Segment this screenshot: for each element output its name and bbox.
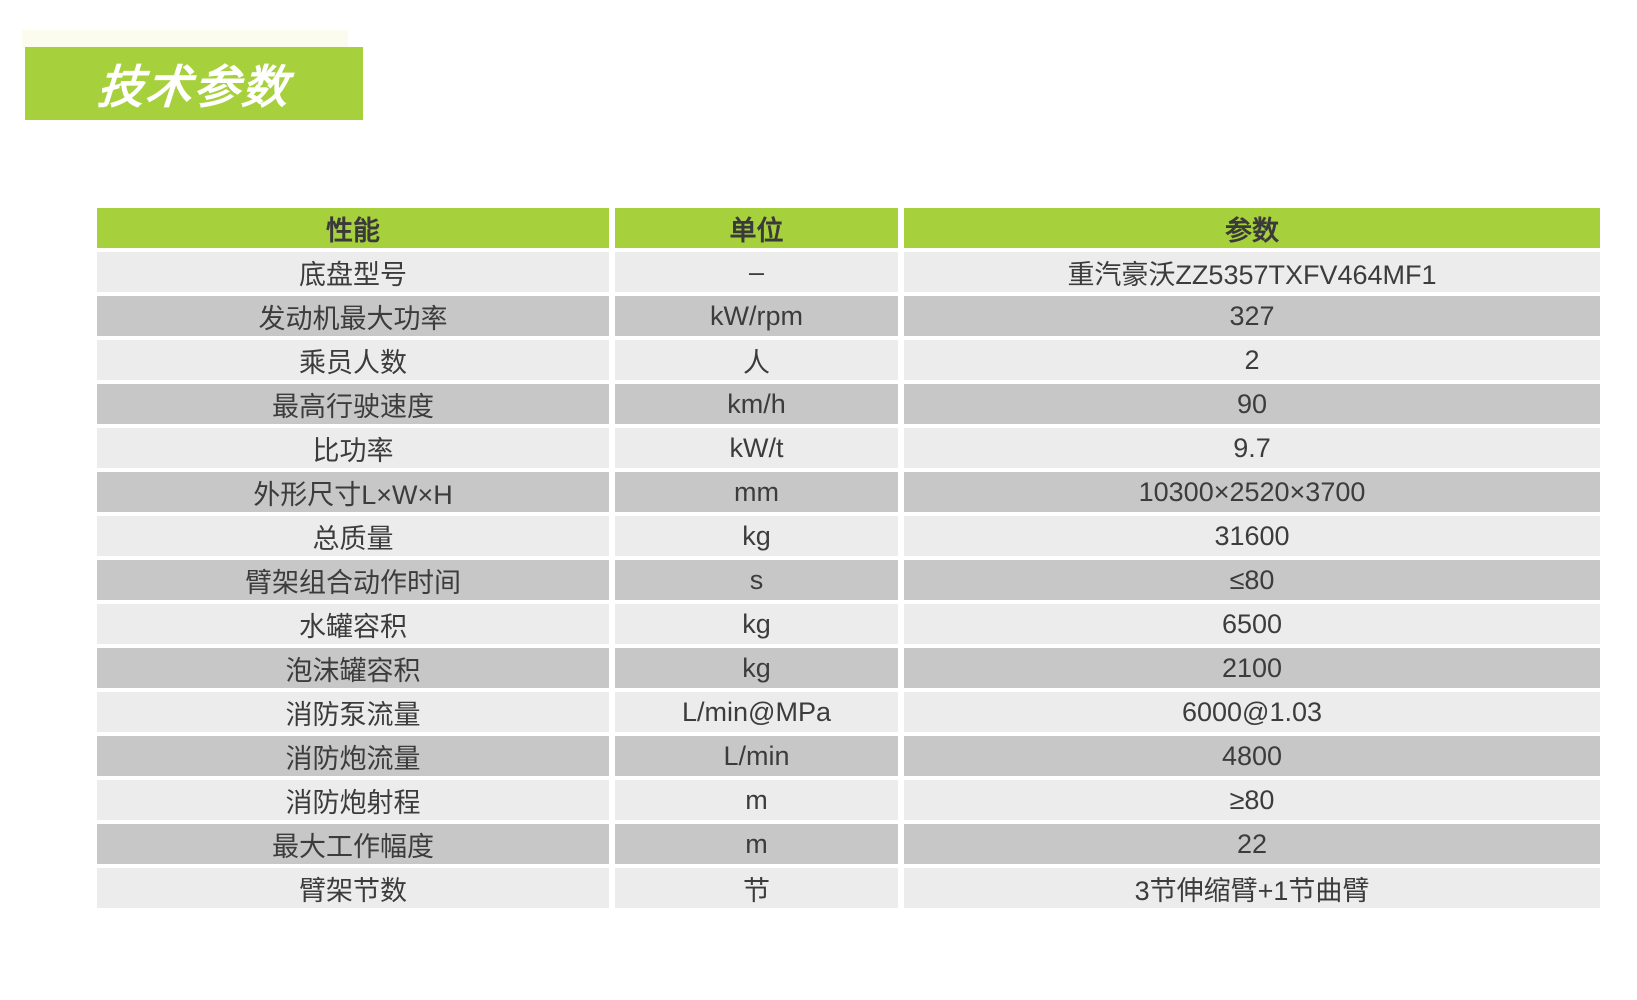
table-header-row: 性能 单位 参数 [97,208,1600,248]
row-unit: m [615,824,898,864]
row-label: 乘员人数 [97,340,609,380]
table-row: 发动机最大功率 kW/rpm 327 [97,296,1600,336]
table-row: 消防炮射程 m ≥80 [97,780,1600,820]
table-row: 乘员人数人 2 [97,340,1600,380]
row-value: 4800 [904,736,1600,776]
row-label: 臂架节数 [97,868,609,908]
row-value: 重汽豪沃ZZ5357TXFV464MF1 [904,252,1600,292]
row-unit: L/min [615,736,898,776]
row-unit: kg [615,648,898,688]
row-unit: s [615,560,898,600]
row-unit: L/min@MPa [615,692,898,732]
row-label: 最高行驶速度 [97,384,609,424]
spec-table: 性能 单位 参数 底盘型号 – 重汽豪沃ZZ5357TXFV464MF1 发动机最大功… [91,204,1606,912]
row-label: 泡沫罐容积 [97,648,609,688]
decorative-strip [22,30,348,48]
table-row: 最高行驶速度 km/h 90 [97,384,1600,424]
row-value: 2 [904,340,1600,380]
row-unit: m [615,780,898,820]
row-label: 外形尺寸L×W×H [97,472,609,512]
col-header-unit: 单位 [615,208,898,248]
section-title-badge: 技术参数 [25,47,363,120]
row-unit: kg [615,516,898,556]
table-row: 总质量 kg 31600 [97,516,1600,556]
row-label: 臂架组合动作时间 [97,560,609,600]
col-header-performance: 性能 [97,208,609,248]
row-unit: km/h [615,384,898,424]
row-label: 发动机最大功率 [97,296,609,336]
table-row: 消防泵流量 L/min@MPa 6000@1.03 [97,692,1600,732]
table-row: 最大工作幅度 m 22 [97,824,1600,864]
table-row: 臂架节数节 3节伸缩臂+1节曲臂 [97,868,1600,908]
row-unit: mm [615,472,898,512]
row-unit: kg [615,604,898,644]
table-row: 外形尺寸L×W×H mm 10300×2520×3700 [97,472,1600,512]
row-value: 2100 [904,648,1600,688]
table-row: 臂架组合动作时间 s ≤80 [97,560,1600,600]
row-value: ≤80 [904,560,1600,600]
table-row: 消防炮流量 L/min 4800 [97,736,1600,776]
row-value: 22 [904,824,1600,864]
row-value: 31600 [904,516,1600,556]
row-value: 3节伸缩臂+1节曲臂 [904,868,1600,908]
row-unit: 人 [615,340,898,380]
row-label: 总质量 [97,516,609,556]
col-header-parameter: 参数 [904,208,1600,248]
row-unit: – [615,252,898,292]
row-label: 最大工作幅度 [97,824,609,864]
table-row: 水罐容积 kg 6500 [97,604,1600,644]
table-row: 底盘型号 – 重汽豪沃ZZ5357TXFV464MF1 [97,252,1600,292]
row-label: 水罐容积 [97,604,609,644]
row-label: 消防炮流量 [97,736,609,776]
row-value: 10300×2520×3700 [904,472,1600,512]
table-row: 泡沫罐容积 kg 2100 [97,648,1600,688]
row-value: 6500 [904,604,1600,644]
row-label: 比功率 [97,428,609,468]
row-unit: kW/rpm [615,296,898,336]
table-row: 比功率 kW/t 9.7 [97,428,1600,468]
row-label: 消防炮射程 [97,780,609,820]
row-label: 底盘型号 [97,252,609,292]
row-value: 9.7 [904,428,1600,468]
row-value: 6000@1.03 [904,692,1600,732]
section-title: 技术参数 [95,60,292,113]
row-value: ≥80 [904,780,1600,820]
row-label: 消防泵流量 [97,692,609,732]
row-value: 90 [904,384,1600,424]
row-unit: 节 [615,868,898,908]
row-value: 327 [904,296,1600,336]
row-unit: kW/t [615,428,898,468]
